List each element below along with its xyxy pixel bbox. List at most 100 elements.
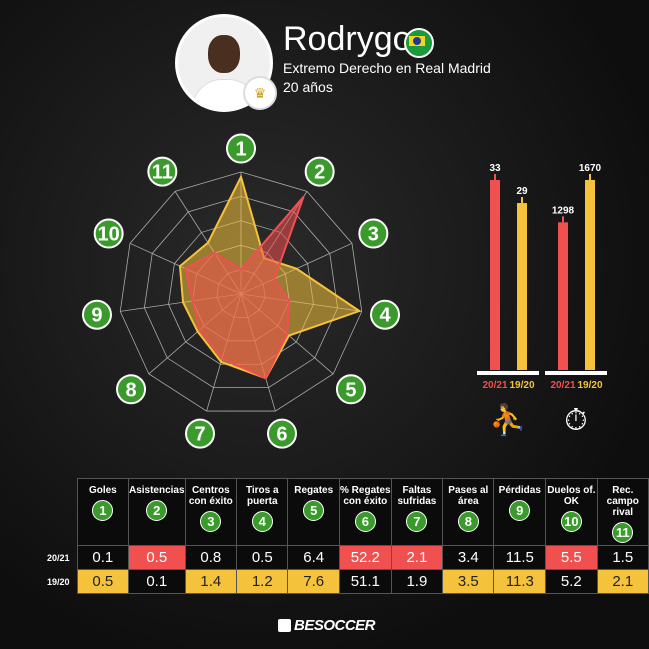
radar-series-20/21 xyxy=(184,195,305,380)
stat-cell: 3.5 xyxy=(442,569,495,594)
axis-badge: 4 xyxy=(251,511,273,532)
season-label: 19/20 xyxy=(47,576,70,587)
club-crest-icon: ♛ xyxy=(243,76,277,110)
header-label: Asistencias xyxy=(128,485,185,496)
axis-label: 4 xyxy=(379,305,391,327)
axis-badge xyxy=(304,156,335,187)
axis-label: 11 xyxy=(152,162,173,184)
stat-cell: 5.5 xyxy=(545,545,598,570)
column-header: Regates 5 xyxy=(287,478,341,546)
season-label: 20/21 xyxy=(47,552,70,563)
header-label: Goles xyxy=(88,485,117,496)
column-header: Pases al área 8 xyxy=(442,478,495,546)
besoccer-logo: BESOCCER xyxy=(278,617,376,634)
axis-badge: 9 xyxy=(509,500,531,521)
header-label: Pases al área xyxy=(448,485,489,507)
column-header: Centros con éxito 3 xyxy=(184,478,238,546)
stat-cell: 1.2 xyxy=(236,569,289,594)
stat-cell: 0.5 xyxy=(236,545,289,570)
axis-label: 7 xyxy=(194,424,205,446)
bar-category: 20/21 xyxy=(482,380,507,391)
column-header: Goles 1 xyxy=(76,478,129,546)
brazil-flag-icon xyxy=(404,28,434,58)
stat-cell: 1.4 xyxy=(184,569,238,594)
axis-badge: 3 xyxy=(200,511,222,532)
header-label: Regates xyxy=(294,485,334,496)
stat-cell: 0.1 xyxy=(127,569,186,594)
stopwatch-icon: ⏱ xyxy=(564,404,587,437)
axis-label: 5 xyxy=(345,379,356,401)
column-header: Faltas sufridas 7 xyxy=(390,478,444,546)
header-label: Centros con éxito xyxy=(188,485,233,507)
bar-value: 1298 xyxy=(552,205,575,216)
column-header: Rec. campo rival 11 xyxy=(596,478,649,546)
axis-label: 8 xyxy=(125,379,136,401)
stat-cell: 2.1 xyxy=(596,569,649,594)
axis-label: 1 xyxy=(235,139,246,161)
player-position: Extremo Derecho en Real Madrid xyxy=(283,60,491,76)
stats-table: Goles 1 Asistencias 2 Centros con éxito 3 Tiro… xyxy=(47,478,649,594)
bar-value: 1670 xyxy=(579,163,602,174)
axis-label: 9 xyxy=(91,305,102,327)
column-header: Pérdidas 9 xyxy=(493,478,547,546)
axis-badge: 2 xyxy=(146,500,168,521)
column-header: Duelos of. OK 10 xyxy=(545,478,598,546)
header-label: Pérdidas xyxy=(498,485,541,496)
axis-badge: 10 xyxy=(560,511,582,532)
axis-label: 2 xyxy=(314,162,325,184)
axis-badge xyxy=(226,133,256,164)
header-label: Duelos of. OK xyxy=(547,485,596,507)
axis-badge: 7 xyxy=(406,511,428,532)
stat-cell: 0.1 xyxy=(76,545,129,570)
stat-cell: 2.1 xyxy=(390,545,444,570)
axis-badge xyxy=(335,374,366,405)
stat-cell: 52.2 xyxy=(339,545,392,570)
axis-badge xyxy=(185,418,216,449)
axis-badge xyxy=(93,218,124,249)
stat-cell: 11.3 xyxy=(493,569,547,594)
axis-label: 3 xyxy=(368,224,379,246)
table-row: 20/21 0.1 0.5 0.8 0.5 6.4 52.2 2.1 3.4 11.5 5.5 1.5 xyxy=(47,545,649,570)
axis-badge xyxy=(266,418,297,449)
bar-axis xyxy=(477,371,539,375)
bar-19/20 xyxy=(517,203,527,370)
bar-20/21 xyxy=(490,180,500,370)
axis-badge xyxy=(370,299,401,330)
stat-cell: 7.6 xyxy=(287,569,341,594)
header-label: % Regates con éxito xyxy=(340,485,391,507)
bar-axis xyxy=(545,371,607,375)
axis-badge: 8 xyxy=(457,511,479,532)
column-header: Tiros a puerta 4 xyxy=(236,478,289,546)
player-age: 20 años xyxy=(283,79,333,95)
stat-cell: 0.5 xyxy=(127,545,186,570)
row-label-spacer xyxy=(47,479,77,546)
stat-cell: 51.1 xyxy=(339,569,392,594)
player-name: Rodrygo xyxy=(283,20,412,58)
column-header: Asistencias 2 xyxy=(127,478,186,546)
axis-badge: 11 xyxy=(612,522,634,543)
player-dribbling-icon: ⛹ xyxy=(489,401,526,437)
stat-cell: 5.2 xyxy=(545,569,598,594)
radar-ring xyxy=(143,195,339,389)
stat-cell: 1.9 xyxy=(390,569,444,594)
stat-cell: 0.5 xyxy=(76,569,129,594)
column-header: % Regates con éxito 6 xyxy=(339,478,392,546)
header-label: Faltas sufridas xyxy=(397,485,437,507)
bar-value: 29 xyxy=(516,186,528,197)
bar-category: 19/20 xyxy=(509,380,534,391)
axis-badge: 1 xyxy=(92,500,114,521)
axis-badge xyxy=(116,374,147,405)
bar-value: 33 xyxy=(489,163,501,174)
stat-cell: 1.5 xyxy=(596,545,649,570)
header-label: Rec. campo rival xyxy=(606,485,639,518)
axis-badge xyxy=(81,299,112,330)
stat-cell: 0.8 xyxy=(184,545,238,570)
axis-badge: 5 xyxy=(303,500,325,521)
bar-19/20 xyxy=(585,180,595,370)
stat-cell: 3.4 xyxy=(442,545,495,570)
radar-ring xyxy=(119,171,363,412)
bar-20/21 xyxy=(558,222,568,370)
bar-category: 20/21 xyxy=(550,380,575,391)
axis-badge: 6 xyxy=(354,511,376,532)
